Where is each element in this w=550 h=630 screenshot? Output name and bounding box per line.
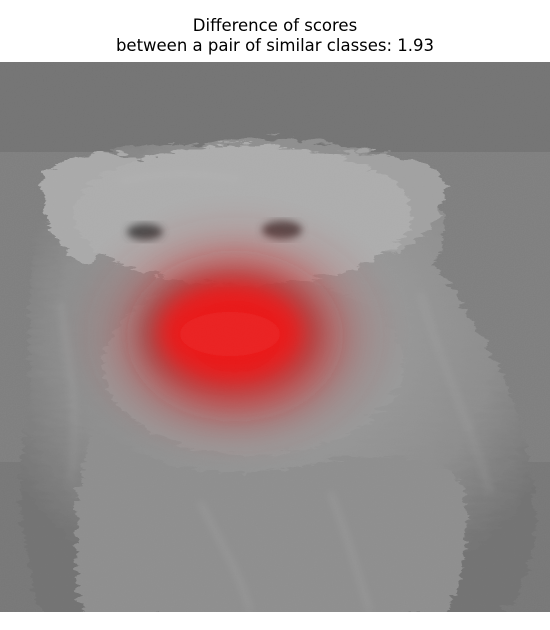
saliency-image-panel [0, 62, 550, 612]
dog-photo-with-heatmap [0, 62, 550, 612]
figure-title: Difference of scores between a pair of s… [0, 16, 550, 56]
title-line-1: Difference of scores [192, 16, 358, 35]
title-line-2: between a pair of similar classes: 1.93 [115, 36, 435, 55]
